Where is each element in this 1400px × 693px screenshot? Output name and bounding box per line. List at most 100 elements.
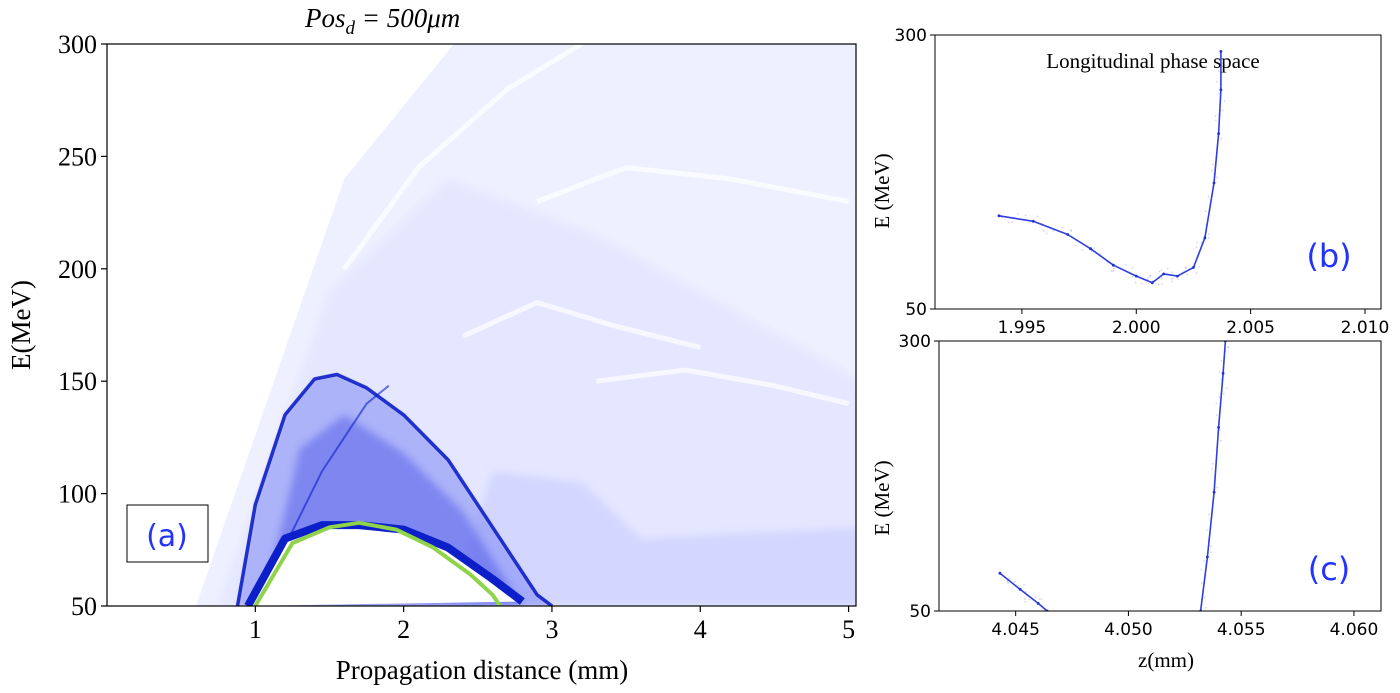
- scatter-point: [1203, 236, 1207, 240]
- scatter-halo-point: [1023, 583, 1025, 586]
- scatter-point: [1162, 272, 1166, 276]
- scatter-halo-point: [1211, 468, 1213, 470]
- scatter-halo-point: [1216, 80, 1218, 83]
- streak-1: [461, 299, 701, 350]
- panel-a-label: (a): [146, 519, 188, 554]
- scatter-halo-point: [1171, 271, 1174, 274]
- scatter-halo-point: [1215, 402, 1217, 405]
- scatter-point: [1219, 88, 1223, 92]
- heatmap-features: [235, 44, 850, 606]
- scatter-halo-point: [1045, 232, 1048, 235]
- panel-c-points: [998, 341, 1230, 616]
- x-tick-label: 2: [397, 615, 410, 644]
- scatter-series-1: [1199, 341, 1227, 611]
- scatter-halo-point: [1210, 551, 1213, 553]
- scatter-halo-point: [1112, 270, 1114, 272]
- panel-b-scatter: 1.995 2.000 2.005 2.010 50 300 Longitudinal p…: [870, 26, 1389, 338]
- scatter-halo-point: [1061, 226, 1064, 229]
- scatter-halo-point: [1017, 213, 1019, 215]
- scatter-halo-point: [1215, 119, 1217, 122]
- x-tick-label: 5: [842, 615, 855, 644]
- scatter-point: [1150, 281, 1154, 285]
- x-tick-label: 2.005: [1226, 318, 1275, 338]
- scatter-halo-point: [1147, 276, 1150, 279]
- panel-c-ticks: 4.045 4.050 4.055 4.060 50 300: [899, 332, 1379, 640]
- panel-c-ylabel: E (MeV): [870, 460, 894, 535]
- scatter-halo-point: [1215, 414, 1218, 416]
- scatter-halo-point: [1149, 274, 1152, 277]
- scatter-point: [1217, 132, 1220, 136]
- scatter-halo-point: [1184, 267, 1187, 269]
- x-tick-label: 2.000: [1112, 318, 1161, 338]
- scatter-halo-point: [1038, 598, 1041, 600]
- core-arc: [253, 520, 502, 606]
- scatter-halo-point: [1220, 360, 1223, 362]
- scatter-point: [1018, 588, 1022, 591]
- scatter-halo-point: [1203, 560, 1205, 562]
- scatter-halo-point: [1024, 598, 1026, 600]
- streak-0: [342, 44, 583, 271]
- scatter-point: [1192, 266, 1195, 269]
- scatter-halo-point: [1208, 513, 1210, 516]
- scatter-halo-point: [1070, 229, 1072, 231]
- scatter-halo-point: [1035, 595, 1037, 598]
- panel-c-area: [939, 341, 1381, 611]
- scatter-halo-point: [1202, 612, 1204, 614]
- scatter-halo-point: [1081, 249, 1084, 251]
- scatter-halo-point: [1223, 100, 1226, 102]
- x-tick-label: 4.060: [1330, 620, 1379, 640]
- scatter-halo-point: [1036, 215, 1039, 218]
- scatter-halo-point: [1204, 607, 1207, 609]
- panel-a-heatmap: 1 2 3 4 5 50 100 150 200 250 300 Posd = 500μm Prop…: [6, 3, 857, 685]
- scatter-halo-point: [1218, 371, 1221, 373]
- scatter-point: [1221, 372, 1225, 375]
- scatter-halo-point: [1011, 221, 1013, 223]
- scatter-halo-point: [1216, 486, 1219, 489]
- scatter-halo-point: [1225, 387, 1228, 390]
- panel-a-ticks: 1 2 3 4 5 50 100 150 200 250 300: [58, 30, 855, 644]
- streak-3: [596, 367, 850, 407]
- y-tick-label: 100: [58, 480, 97, 509]
- x-tick-label: 3: [545, 615, 558, 644]
- panel-a-frame: [106, 43, 857, 607]
- scatter-point: [1036, 602, 1040, 605]
- lower-tail: [448, 471, 856, 606]
- scatter-halo-point: [1170, 280, 1173, 283]
- scatter-halo-point: [1212, 163, 1214, 165]
- scatter-halo-point: [1048, 611, 1050, 613]
- panel-b-ylabel: E (MeV): [870, 153, 894, 228]
- scatter-halo-point: [1074, 244, 1077, 247]
- panel-b-frame: [934, 34, 1382, 310]
- scatter-halo-point: [1200, 242, 1203, 244]
- scatter-halo-point: [1211, 169, 1213, 172]
- scatter-halo-point: [1218, 429, 1221, 431]
- scatter-halo-point: [1024, 214, 1027, 217]
- panel-b-title: Longitudinal phase space: [1046, 49, 1259, 73]
- scatter-point: [1134, 274, 1138, 278]
- scatter-halo-point: [1170, 278, 1173, 280]
- scatter-halo-point: [1131, 276, 1134, 278]
- scatter-halo-point: [1222, 109, 1224, 112]
- panel-c-frame: [938, 340, 1382, 612]
- x-tick-label: 2.010: [1341, 318, 1390, 338]
- scatter-halo-point: [1220, 137, 1223, 140]
- scatter-point: [1066, 233, 1070, 236]
- scatter-halo-point: [1158, 283, 1160, 286]
- scatter-halo-point: [1208, 237, 1210, 239]
- scatter-point: [1219, 50, 1223, 53]
- scatter-halo-point: [1224, 64, 1226, 67]
- scatter-halo-point: [1222, 62, 1225, 65]
- scatter-halo-point: [1149, 275, 1151, 278]
- streak-2: [536, 165, 850, 204]
- scatter-halo-point: [1203, 596, 1206, 599]
- scatter-halo-point: [1042, 230, 1045, 232]
- scatter-halo-point: [1043, 614, 1045, 616]
- scatter-halo-point: [1207, 232, 1210, 235]
- panel-a-xlabel: Propagation distance (mm): [336, 655, 628, 685]
- scatter-halo-point: [1025, 591, 1027, 593]
- scatter-halo-point: [1040, 598, 1043, 600]
- scatter-point: [1089, 247, 1092, 251]
- scatter-point: [1031, 219, 1035, 223]
- scatter-halo-point: [1024, 601, 1027, 603]
- scatter-halo-point: [1093, 247, 1095, 249]
